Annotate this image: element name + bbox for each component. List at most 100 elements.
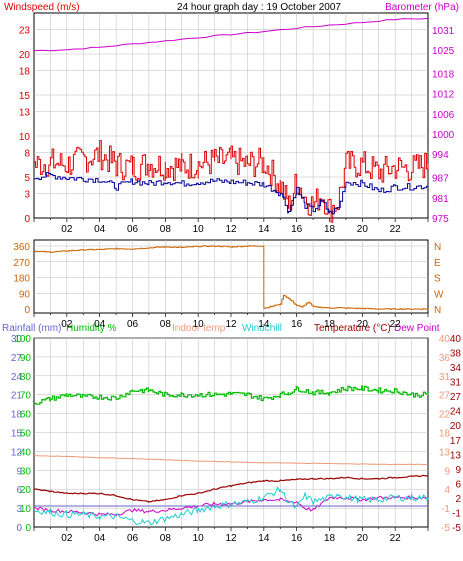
indoor-tick-label: 18 xyxy=(439,429,451,440)
rain-tick-label: 18 xyxy=(11,410,23,421)
direction-tick-label: 270 xyxy=(13,258,30,269)
temperature-humidity-panel: 0369121518212427300102030405060708090100… xyxy=(11,334,462,544)
windspeed-tick-label: 23 xyxy=(19,25,31,36)
humidity-tick-label: 90 xyxy=(20,353,32,364)
humidity-tick-label: 20 xyxy=(20,485,32,496)
temperature-tick-label: 17 xyxy=(450,436,462,447)
windspeed-tick-label: 8 xyxy=(24,148,30,159)
barometer-tick-label: 1018 xyxy=(432,69,455,80)
compass-tick-label: S xyxy=(434,274,441,285)
barometer-axis-label: Barometer (hPa) xyxy=(385,2,459,13)
x-tick-label: 10 xyxy=(193,319,205,330)
humidity-tick-label: 30 xyxy=(20,466,32,477)
wind-average-line xyxy=(34,172,429,215)
windspeed-tick-label: 0 xyxy=(24,214,30,225)
indoor-tick-label: 40 xyxy=(439,334,451,345)
legend-temperature: Temperature (°C) xyxy=(314,323,391,334)
x-tick-label: 16 xyxy=(291,319,303,330)
indoor-tick-label: 27 xyxy=(439,391,451,402)
rain-tick-label: 6 xyxy=(16,485,22,496)
x-tick-label: 20 xyxy=(357,224,369,235)
legend-humidity: Humidity % xyxy=(66,323,117,334)
indoor-tick-label: 36 xyxy=(439,353,451,364)
wind-direction-line xyxy=(34,245,429,310)
x-tick-label: 08 xyxy=(160,224,172,235)
rain-tick-label: 9 xyxy=(16,466,22,477)
direction-tick-label: 0 xyxy=(24,305,30,316)
x-tick-label: 16 xyxy=(291,224,303,235)
temperature-tick-label: 20 xyxy=(450,421,462,432)
x-tick-label: 14 xyxy=(258,224,270,235)
barometer-tick-label: 1006 xyxy=(432,110,455,121)
x-tick-label: 02 xyxy=(61,319,73,330)
rain-tick-label: 24 xyxy=(11,372,23,383)
legend-indoor-temp: Indoor temp xyxy=(172,323,226,334)
x-tick-label: 06 xyxy=(127,533,139,544)
x-tick-label: 04 xyxy=(94,533,106,544)
rain-tick-label: 30 xyxy=(11,334,23,345)
indoor-tick-label: 4 xyxy=(444,485,450,496)
barometer-tick-label: 975 xyxy=(432,214,449,225)
rain-tick-label: 15 xyxy=(11,429,23,440)
temperature-tick-label: 24 xyxy=(450,407,462,418)
direction-tick-label: 90 xyxy=(19,289,31,300)
temperature-tick-label: 27 xyxy=(450,392,462,403)
chart-title: 24 hour graph day : 19 October 2007 xyxy=(177,2,341,13)
x-tick-label: 12 xyxy=(225,533,237,544)
barometer-tick-label: 1031 xyxy=(432,26,455,37)
x-tick-label: 12 xyxy=(225,319,237,330)
humidity-tick-label: 0 xyxy=(25,523,31,534)
x-tick-label: 22 xyxy=(390,319,402,330)
indoor-tick-label: 13 xyxy=(439,447,451,458)
indoor-tick-label: -1 xyxy=(441,504,450,515)
x-tick-label: 22 xyxy=(390,224,402,235)
temperature-line xyxy=(33,474,429,503)
x-tick-label: 14 xyxy=(258,533,270,544)
x-tick-label: 06 xyxy=(127,319,139,330)
barometer-tick-label: 1000 xyxy=(432,130,455,141)
barometer-tick-label: 987 xyxy=(432,174,449,185)
rain-tick-label: 12 xyxy=(11,447,23,458)
compass-tick-label: N xyxy=(434,305,441,316)
temperature-tick-label: 31 xyxy=(450,378,462,389)
x-tick-label: 20 xyxy=(357,319,369,330)
humidity-tick-label: 70 xyxy=(20,391,32,402)
barometer-tick-label: 994 xyxy=(432,150,449,161)
windchill-line xyxy=(33,485,429,526)
indoor-tick-label: 22 xyxy=(439,410,451,421)
temperature-tick-label: 6 xyxy=(455,479,461,490)
rain-tick-label: 3 xyxy=(16,504,22,515)
windspeed-tick-label: 20 xyxy=(19,50,31,61)
indoor-temp-line xyxy=(34,455,428,466)
legend-dew-point: Dew Point xyxy=(394,323,440,334)
windspeed-tick-label: 10 xyxy=(19,132,31,143)
windspeed-axis-label: Windspeed (m/s) xyxy=(4,2,80,13)
x-tick-label: 22 xyxy=(390,533,402,544)
wind-barometer-panel: 0358101315182023975981987994100010061012… xyxy=(19,12,455,235)
x-tick-label: 18 xyxy=(324,224,336,235)
humidity-line xyxy=(34,385,429,405)
temperature-tick-label: 38 xyxy=(450,349,462,360)
rain-tick-label: 27 xyxy=(11,353,23,364)
humidity-tick-label: 60 xyxy=(20,410,32,421)
legend-windchill: Windchill xyxy=(242,323,282,334)
x-tick-label: 04 xyxy=(94,224,106,235)
x-tick-label: 18 xyxy=(324,533,336,544)
indoor-tick-label: 9 xyxy=(444,466,450,477)
humidity-tick-label: 40 xyxy=(20,447,32,458)
legend-rainfall: Rainfall (mm) xyxy=(2,323,61,334)
x-tick-label: 08 xyxy=(160,319,172,330)
windspeed-tick-label: 5 xyxy=(24,173,30,184)
x-tick-label: 08 xyxy=(160,533,172,544)
barometer-tick-label: 1025 xyxy=(432,46,455,57)
temperature-tick-label: 13 xyxy=(450,450,462,461)
x-tick-label: 02 xyxy=(61,224,73,235)
indoor-tick-label: 31 xyxy=(439,372,451,383)
windspeed-tick-label: 3 xyxy=(24,189,30,200)
windspeed-tick-label: 13 xyxy=(19,107,31,118)
barometer-line xyxy=(33,17,429,52)
x-tick-label: 06 xyxy=(127,224,139,235)
rain-tick-label: 0 xyxy=(16,523,22,534)
